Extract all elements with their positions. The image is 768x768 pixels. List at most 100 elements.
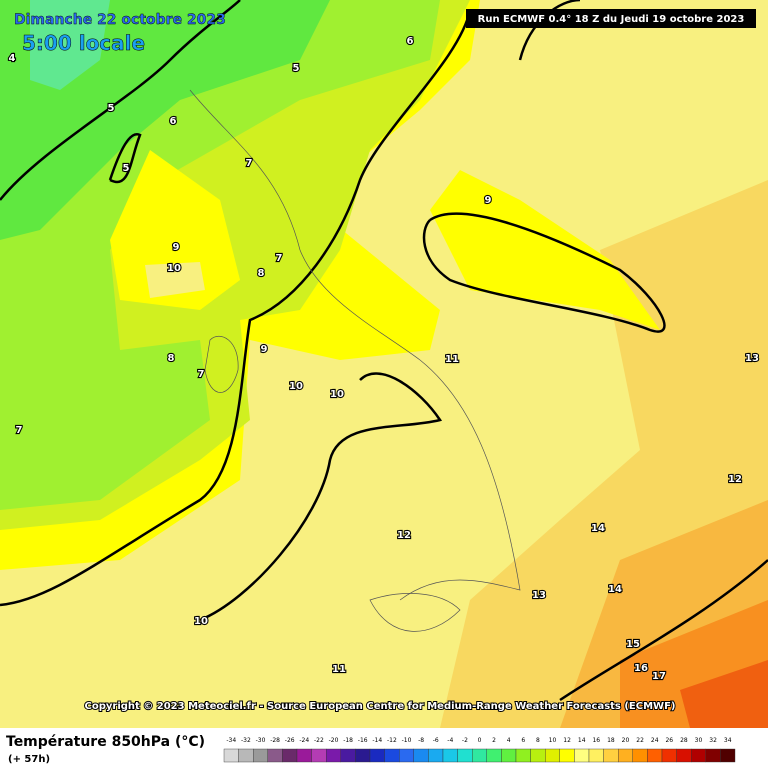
scale-swatch [252, 748, 268, 763]
scale-swatch [340, 748, 356, 763]
scale-swatch [399, 748, 415, 763]
temperature-zone [145, 262, 205, 298]
contour-label: 12 [728, 474, 742, 485]
scale-swatch [603, 748, 619, 763]
contour-label: 14 [591, 523, 605, 534]
scale-label: 4 [507, 737, 511, 744]
scale-label: -26 [285, 737, 295, 744]
scale-swatch [618, 748, 634, 763]
scale-swatch [501, 748, 517, 763]
scale-label: -10 [402, 737, 412, 744]
temperature-zone [430, 170, 660, 330]
scale-label: -34 [226, 737, 236, 744]
contour-label: 8 [168, 353, 175, 364]
scale-label: -30 [256, 737, 266, 744]
temperature-zone [30, 0, 110, 90]
scale-swatch [486, 748, 502, 763]
scale-label: -6 [433, 737, 439, 744]
scale-label: 24 [651, 737, 659, 744]
scale-label: -20 [329, 737, 339, 744]
scale-label: 32 [709, 737, 717, 744]
scale-swatch [574, 748, 590, 763]
scale-label: 34 [724, 737, 732, 744]
contour-label: 6 [407, 36, 414, 47]
scale-label: -22 [314, 737, 324, 744]
contour-label: 13 [532, 590, 546, 601]
scale-swatch [691, 748, 707, 763]
run-box [466, 9, 756, 28]
contour-label: 13 [745, 353, 759, 364]
scale-label: 26 [665, 737, 673, 744]
contour-label: 10 [167, 263, 181, 274]
scale-label: 22 [636, 737, 644, 744]
scale-label: 8 [536, 737, 540, 744]
contour-label: 9 [173, 242, 180, 253]
scale-swatch [632, 748, 648, 763]
contour-label: 4 [9, 53, 16, 64]
scale-swatch [223, 748, 239, 763]
contour-label: 7 [198, 369, 205, 380]
copyright: Copyright © 2023 Meteociel.fr - Source E… [85, 701, 676, 712]
scale-label: 10 [549, 737, 557, 744]
contour-label: 11 [332, 664, 346, 675]
scale-label: 12 [563, 737, 571, 744]
scale-label: 20 [622, 737, 630, 744]
contour-label: 9 [485, 195, 492, 206]
run-label: Run ECMWF 0.4° 18 Z du Jeudi 19 octobre … [478, 14, 745, 25]
scale-label: 30 [695, 737, 703, 744]
scale-swatch [442, 748, 458, 763]
contour-label: 5 [123, 163, 130, 174]
scale-swatch [267, 748, 283, 763]
scale-swatch [428, 748, 444, 763]
contour-label: 8 [258, 268, 265, 279]
scale-label: -12 [387, 737, 397, 744]
scale-swatch [676, 748, 692, 763]
scale-label: 0 [478, 737, 482, 744]
scale-swatch [355, 748, 371, 763]
scale-label: -24 [299, 737, 309, 744]
contour-label: 12 [397, 530, 411, 541]
scale-swatch [588, 748, 604, 763]
scale-swatch [515, 748, 531, 763]
scale-label: 2 [492, 737, 496, 744]
scale-swatch [369, 748, 385, 763]
contour-label: 14 [608, 584, 622, 595]
contour-label: 7 [276, 253, 283, 264]
scale-label: 6 [521, 737, 525, 744]
contour-label: 7 [16, 425, 23, 436]
scale-swatch [238, 748, 254, 763]
temperature-zone [110, 150, 240, 310]
scale-swatch [720, 748, 736, 763]
scale-label: 28 [680, 737, 688, 744]
contour-label: 11 [445, 354, 459, 365]
scale-swatch [472, 748, 488, 763]
scale-swatch [559, 748, 575, 763]
contour-label: 15 [626, 639, 640, 650]
contour-label: 10 [289, 381, 303, 392]
date-title: Dimanche 22 octobre 2023 [14, 12, 226, 28]
contour-label: 5 [108, 103, 115, 114]
scale-label: -32 [241, 737, 251, 744]
lead-time: (+ 57h) [8, 754, 50, 765]
scale-swatch [545, 748, 561, 763]
scale-label: -16 [358, 737, 368, 744]
contour-label: 10 [330, 389, 344, 400]
contour-lines [0, 0, 768, 702]
contour-label: 17 [652, 671, 666, 682]
contour-label: 10 [194, 616, 208, 627]
scale-label: 16 [592, 737, 600, 744]
scale-swatch [530, 748, 546, 763]
scale-label: -2 [462, 737, 468, 744]
temperature-zone [680, 660, 768, 728]
contour-label: 6 [170, 116, 177, 127]
scale-label: -18 [343, 737, 353, 744]
scale-swatch [282, 748, 298, 763]
contour-label: 9 [261, 344, 268, 355]
scale-label: 18 [607, 737, 615, 744]
scale-label: -8 [418, 737, 424, 744]
scale-swatch [326, 748, 342, 763]
scale-swatch [384, 748, 400, 763]
scale-swatch [311, 748, 327, 763]
scale-label: -28 [270, 737, 280, 744]
